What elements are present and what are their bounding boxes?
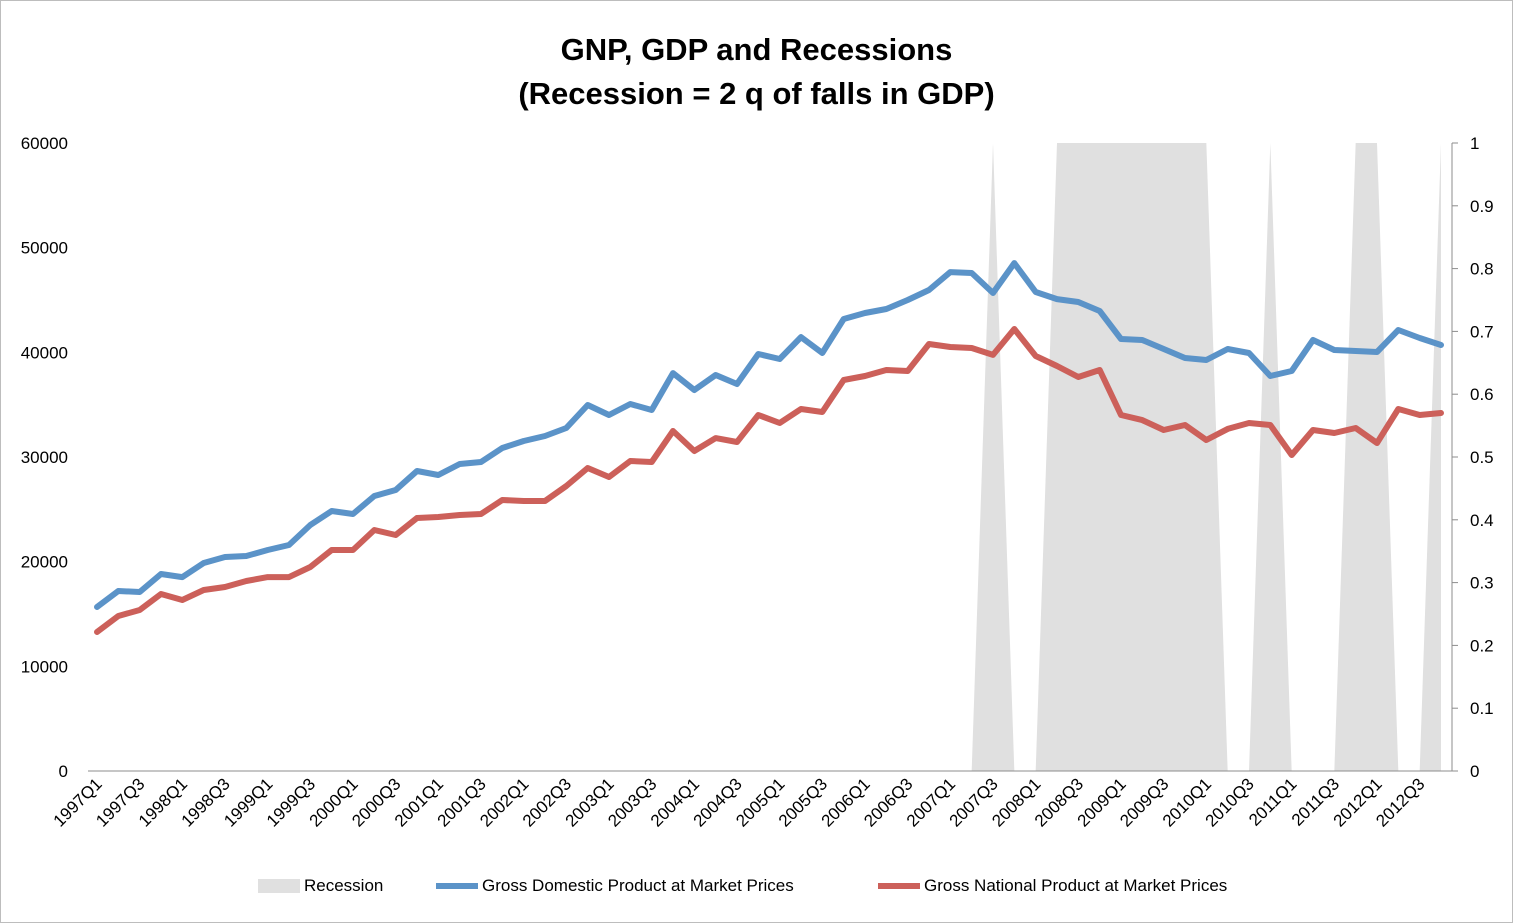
y2-tick-label: 0.2 <box>1470 636 1494 655</box>
y-tick-label: 40000 <box>21 343 68 362</box>
legend-gnp: Gross National Product at Market Prices <box>878 876 1227 896</box>
recession-area <box>97 143 1441 771</box>
y2-tick-label: 0.1 <box>1470 699 1494 718</box>
y2-tick-label: 1 <box>1470 134 1479 153</box>
y2-tick-label: 0.5 <box>1470 448 1494 467</box>
title-line: GNP, GDP and Recessions <box>560 32 953 67</box>
legend-label: Gross Domestic Product at Market Prices <box>482 876 794 895</box>
legend-label: Recession <box>304 876 384 895</box>
y2-tick-label: 0.9 <box>1470 197 1494 216</box>
y-tick-label: 60000 <box>21 134 68 153</box>
y2-tick-label: 0 <box>1470 762 1479 781</box>
y2-tick-label: 0.4 <box>1470 511 1494 530</box>
y-tick-label: 20000 <box>21 553 68 572</box>
y-tick-label: 10000 <box>21 657 68 676</box>
legend-swatch-recession <box>258 879 300 893</box>
subtitle-line: (Recession = 2 q of falls in GDP) <box>518 76 995 111</box>
y-tick-label: 30000 <box>21 448 68 467</box>
legend-gdp: Gross Domestic Product at Market Prices <box>436 876 794 896</box>
y2-tick-label: 0.6 <box>1470 385 1494 404</box>
legend-label: Gross National Product at Market Prices <box>924 876 1228 895</box>
y-tick-label: 50000 <box>21 239 68 258</box>
legend-swatch-gdp <box>436 883 478 889</box>
gnp-line <box>94 326 1444 635</box>
legend-recession: Recession <box>258 876 383 896</box>
gdp-line <box>94 260 1444 610</box>
y2-tick-label: 0.8 <box>1470 260 1494 279</box>
y-tick-label: 0 <box>59 762 68 781</box>
legend-swatch-gnp <box>878 883 920 889</box>
y2-tick-label: 0.7 <box>1470 322 1494 341</box>
chart-title: GNP, GDP and Recessions (Recession = 2 q… <box>0 28 1513 116</box>
y2-tick-label: 0.3 <box>1470 574 1494 593</box>
